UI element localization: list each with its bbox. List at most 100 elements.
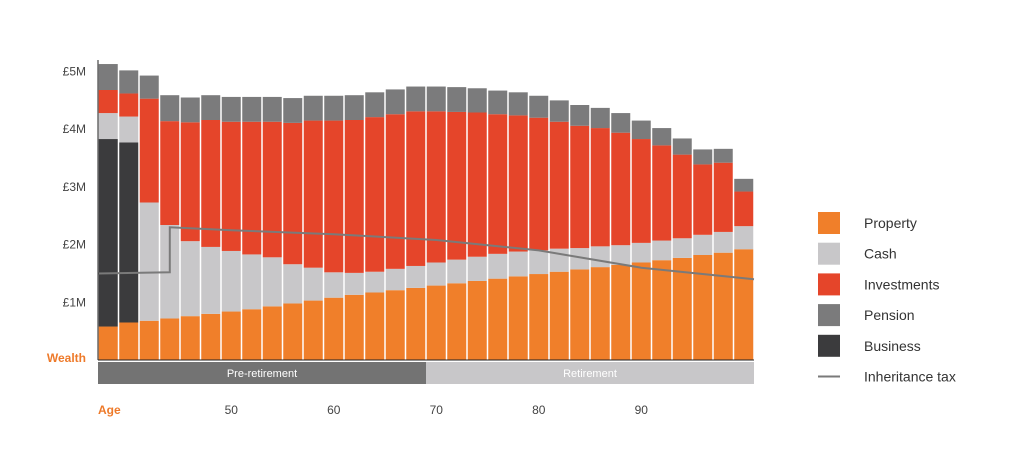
legend-label: Pension <box>864 307 915 323</box>
bar-segment-business <box>119 142 139 323</box>
bar-segment-cash <box>652 240 672 261</box>
bar-segment-cash <box>611 245 631 265</box>
bar-segment-pension <box>344 95 364 120</box>
bar-segment-property <box>488 278 508 360</box>
bar-segment-property <box>344 294 364 360</box>
bar-segment-investments <box>365 117 385 272</box>
bar-segment-cash <box>385 268 405 291</box>
bar-segment-property <box>611 264 631 360</box>
bar-segment-property <box>262 306 282 360</box>
bar-segment-property <box>283 303 303 360</box>
bar-segment-investments <box>631 139 651 243</box>
bar-segment-cash <box>180 241 200 317</box>
bar-segment-property <box>652 260 672 360</box>
bar-segment-property <box>180 316 200 360</box>
bar-segment-investments <box>713 162 733 232</box>
legend-label: Inheritance tax <box>864 369 956 385</box>
bar-segment-investments <box>385 114 405 269</box>
y-tick-label: £1M <box>63 295 86 309</box>
bar-segment-investments <box>98 90 118 114</box>
x-tick-label: 70 <box>430 403 444 417</box>
bar-segment-property <box>447 283 467 360</box>
bar-segment-investments <box>262 121 282 258</box>
bar-segment-pension <box>283 98 303 123</box>
bar-segment-property <box>201 313 221 360</box>
bar-segment-investments <box>180 122 200 242</box>
bar-segment-cash <box>590 246 610 268</box>
bar-segment-property <box>242 309 262 360</box>
phase-band-pre-retirement <box>98 362 426 384</box>
bar-segment-cash <box>447 259 467 284</box>
bar-segment-investments <box>344 120 364 273</box>
phase-bands: Pre-retirement Retirement <box>98 362 754 384</box>
bar-segment-property <box>590 267 610 360</box>
bar-segment-investments <box>549 121 569 249</box>
bar-segment-investments <box>590 128 610 247</box>
bar-segment-property <box>570 269 590 360</box>
bar-segment-investments <box>529 117 549 251</box>
bar-segment-property <box>734 249 754 360</box>
bar-segment-pension <box>488 90 508 115</box>
y-axis-label: Wealth <box>47 351 86 365</box>
bar-segment-investments <box>324 120 344 273</box>
bar-segment-investments <box>221 121 241 251</box>
legend-item-pension: Pension <box>818 304 915 327</box>
bar-segment-cash <box>529 250 549 275</box>
bar-segment-business <box>98 139 118 327</box>
bar-segment-pension <box>242 96 262 122</box>
legend-swatch <box>818 242 840 265</box>
bar-segment-cash <box>365 271 385 293</box>
y-tick-label: £3M <box>63 180 86 194</box>
bar-segment-pension <box>447 87 467 112</box>
phase-label: Retirement <box>563 368 617 380</box>
bar-segment-investments <box>139 98 159 203</box>
bar-segment-cash <box>426 262 446 286</box>
bar-segment-investments <box>488 114 508 254</box>
bar-segment-property <box>549 271 569 360</box>
legend-item-business: Business <box>818 334 921 357</box>
legend: Property Cash Investments Pension Business In… <box>818 212 956 385</box>
bar-segment-property <box>365 292 385 360</box>
bar-segment-investments <box>406 111 426 266</box>
bar-segment-pension <box>549 100 569 122</box>
bar-segment-investments <box>201 120 221 247</box>
bar-segment-investments <box>467 112 487 257</box>
legend-item-inheritance-tax: Inheritance tax <box>818 369 956 385</box>
phase-label: Pre-retirement <box>227 368 297 380</box>
x-axis-ticks: 50 60 70 80 90 <box>225 403 649 417</box>
bar-segment-pension <box>201 95 221 120</box>
bar-segment-cash <box>119 116 139 143</box>
bar-segment-property <box>324 297 344 360</box>
legend-label: Investments <box>864 276 939 292</box>
bar-segment-cash <box>324 272 344 298</box>
bar-segment-property <box>98 326 118 360</box>
bar-segment-pension <box>139 75 159 99</box>
bar-segment-cash <box>570 248 590 270</box>
bar-segment-pension <box>713 148 733 163</box>
bar-segment-cash <box>303 267 323 301</box>
legend-label: Property <box>864 215 917 231</box>
bar-segment-pension <box>590 107 610 129</box>
bar-segment-property <box>529 274 549 360</box>
bar-segment-investments <box>447 111 467 260</box>
bar-segment-cash <box>631 242 651 263</box>
y-tick-label: £5M <box>63 65 86 79</box>
x-tick-label: 50 <box>225 403 239 417</box>
bar-segment-property <box>467 280 487 360</box>
bar-segment-pension <box>672 138 692 155</box>
bar-segment-pension <box>570 105 590 126</box>
bar-segment-cash <box>139 202 159 321</box>
bar-segment-property <box>508 276 528 360</box>
bar-segment-cash <box>467 256 487 281</box>
bar-segment-pension <box>160 95 180 122</box>
bar-segment-cash <box>693 234 713 255</box>
legend-item-property: Property <box>818 212 917 234</box>
y-tick-label: £4M <box>63 122 86 136</box>
x-tick-label: 80 <box>532 403 546 417</box>
bar-segment-property <box>160 318 180 360</box>
bar-segment-cash <box>713 231 733 253</box>
bar-segment-pension <box>221 96 241 122</box>
bar-segment-cash <box>262 257 282 307</box>
stacked-bars <box>98 64 754 360</box>
